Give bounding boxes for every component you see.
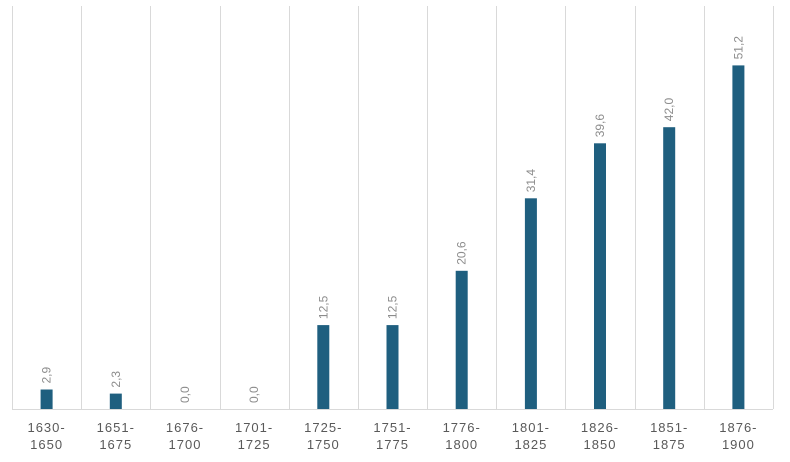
data-label: 0,0 <box>178 386 192 403</box>
bar <box>663 127 676 409</box>
x-tick-label: 1800 <box>445 437 478 452</box>
x-tick-label: 1651- <box>97 420 135 435</box>
x-tick-label: 1876- <box>719 420 757 435</box>
bar <box>386 325 399 409</box>
x-tick-label: 1675 <box>99 437 132 452</box>
data-label: 39,6 <box>593 114 607 138</box>
bar <box>40 389 53 409</box>
x-tick-label: 1826- <box>581 420 619 435</box>
data-label: 2,9 <box>40 366 54 383</box>
bar <box>732 65 745 410</box>
x-axis-tick-labels: 1630- 1650 1651- 1675 1676- 1700 1701- 1725 1725… <box>27 420 757 452</box>
x-tick-label: 1676- <box>166 420 204 435</box>
x-tick-label: 1776- <box>443 420 481 435</box>
x-tick-label: 1825 <box>514 437 547 452</box>
bar <box>455 270 468 409</box>
x-tick-label: 1630- <box>27 420 65 435</box>
x-tick-label: 1775 <box>376 437 409 452</box>
data-label: 31,4 <box>524 169 538 193</box>
x-tick-label: 1750 <box>307 437 340 452</box>
bar <box>594 143 606 410</box>
x-tick-label: 1700 <box>169 437 202 452</box>
data-label: 12,5 <box>316 295 330 319</box>
x-tick-label: 1851- <box>650 420 688 435</box>
data-label: 2,3 <box>109 371 123 388</box>
x-tick-label: 1875 <box>653 437 686 452</box>
data-label: 0,0 <box>247 386 261 403</box>
x-tick-label: 1801- <box>512 420 550 435</box>
x-tick-label: 1650 <box>30 437 63 452</box>
bar <box>524 198 537 409</box>
data-label: 51,2 <box>731 36 745 60</box>
gridlines <box>12 6 774 410</box>
bars <box>40 65 745 410</box>
x-tick-label: 1725 <box>238 437 271 452</box>
bar <box>109 393 122 409</box>
x-tick-label: 1850 <box>584 437 617 452</box>
data-labels: 2,9 2,3 0,0 0,0 12,5 12,5 20,6 31,4 39,6 42,0 51,2 <box>40 36 746 403</box>
data-label: 20,6 <box>455 241 469 265</box>
x-tick-label: 1751- <box>373 420 411 435</box>
x-tick-label: 1725- <box>304 420 342 435</box>
data-label: 12,5 <box>386 295 400 319</box>
x-tick-label: 1900 <box>722 437 755 452</box>
bar <box>317 325 330 409</box>
x-tick-label: 1701- <box>235 420 273 435</box>
data-label: 42,0 <box>662 98 676 122</box>
